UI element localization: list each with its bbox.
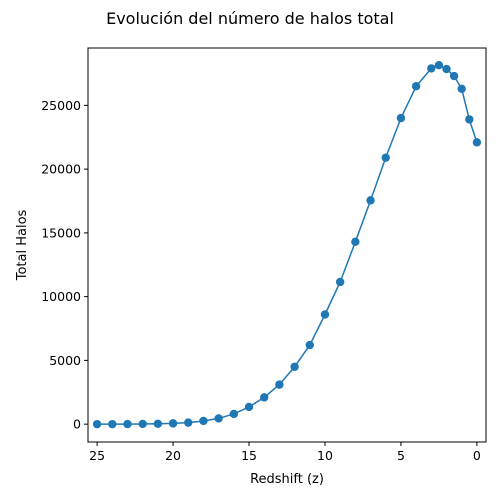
data-point [465, 115, 474, 124]
data-point [153, 419, 163, 428]
data-point [184, 418, 193, 427]
plot-frame [87, 47, 487, 443]
data-point [366, 196, 375, 205]
y-tick-label: 5000 [49, 353, 81, 368]
y-tick-label: 15000 [41, 225, 81, 240]
data-point [442, 64, 451, 74]
data-point [381, 153, 390, 162]
data-point [434, 61, 444, 70]
x-axis-label: Redshift (z) [250, 472, 324, 487]
y-tick-label: 0 [73, 417, 81, 432]
x-tick-label: 0 [473, 448, 481, 463]
data-point [275, 380, 284, 389]
series-line [97, 64, 478, 425]
x-tick-label: 10 [317, 448, 333, 463]
data-point [290, 362, 299, 371]
y-tick-label: 25000 [41, 98, 81, 113]
data-point [138, 419, 147, 429]
y-tick-label: 10000 [41, 289, 81, 304]
data-point [305, 340, 314, 350]
chart-title: Evolución del número de halos total [106, 9, 394, 28]
data-point [351, 237, 360, 247]
data-point [335, 277, 345, 287]
data-point [427, 64, 436, 73]
plot-area [92, 61, 482, 429]
x-tick-label: 25 [89, 448, 105, 463]
x-tick-label: 20 [165, 448, 181, 463]
data-point [457, 84, 466, 94]
data-point [229, 409, 239, 419]
data-point [320, 310, 330, 319]
data-point [168, 419, 178, 428]
y-axis: 0 5000 10000 15000 20000 25000 [41, 98, 88, 432]
y-axis-label: Total Halos [15, 209, 30, 281]
data-point [472, 138, 482, 147]
data-point [123, 419, 132, 429]
data-point [214, 414, 223, 423]
x-tick-label: 15 [241, 448, 257, 463]
data-point [260, 393, 269, 402]
data-point [199, 416, 208, 426]
data-point [396, 113, 406, 123]
y-tick-label: 20000 [41, 162, 81, 177]
data-point [449, 71, 459, 81]
data-point [244, 402, 254, 412]
data-point [92, 419, 102, 429]
x-tick-label: 5 [397, 448, 405, 463]
data-point [108, 419, 117, 429]
x-axis: 25 20 15 10 5 0 [89, 442, 481, 463]
data-point [411, 82, 421, 91]
